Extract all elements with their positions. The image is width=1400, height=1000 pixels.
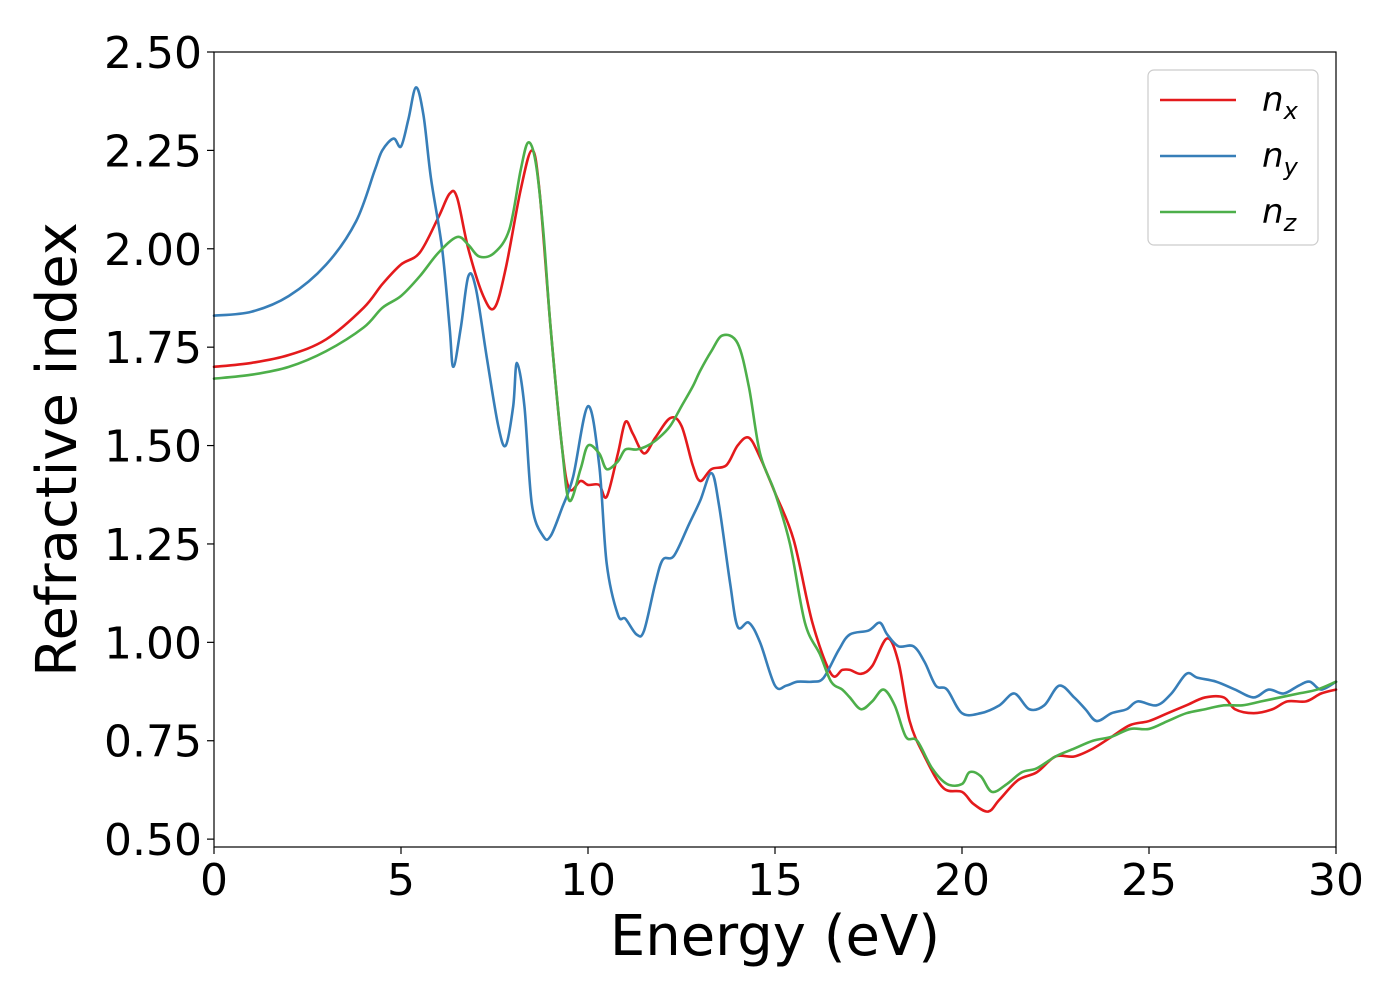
y-tick-label: 2.50 [104,28,202,79]
x-tick-label: 30 [1308,855,1364,906]
y-axis-label: Refractive index [25,222,90,677]
legend-label-nx: nx [1262,80,1299,125]
y-tick-label: 1.25 [104,520,202,571]
legend-label-nz: nz [1262,192,1298,237]
series-line-nz [212,141,1338,794]
x-tick-label: 25 [1121,855,1177,906]
series-lines [212,86,1338,813]
x-tick-label: 5 [387,855,415,906]
legend-box [1147,69,1319,246]
series-line-ny [212,86,1338,723]
legend: nx ny nz [1147,69,1319,246]
y-tick-label: 0.50 [104,815,202,866]
y-tick-label: 1.00 [104,618,202,669]
y-tick-label: 0.75 [104,717,202,768]
y-tick-label: 2.00 [104,225,202,276]
y-tick-label: 2.25 [104,126,202,177]
x-tick-label: 0 [200,855,228,906]
y-tick-label: 1.50 [104,422,202,473]
x-tick-label: 20 [934,855,990,906]
x-tick-label: 10 [560,855,616,906]
axis-ticks: 0 5 10 15 20 25 30 0.50 0.75 1.00 1.25 1.50 1.75 2.00… [104,28,1364,906]
x-axis-label: Energy (eV) [610,904,940,969]
series-line-nx [212,149,1338,813]
x-tick-label: 15 [747,855,803,906]
y-tick-label: 1.75 [104,323,202,374]
legend-label-ny: ny [1262,136,1299,181]
